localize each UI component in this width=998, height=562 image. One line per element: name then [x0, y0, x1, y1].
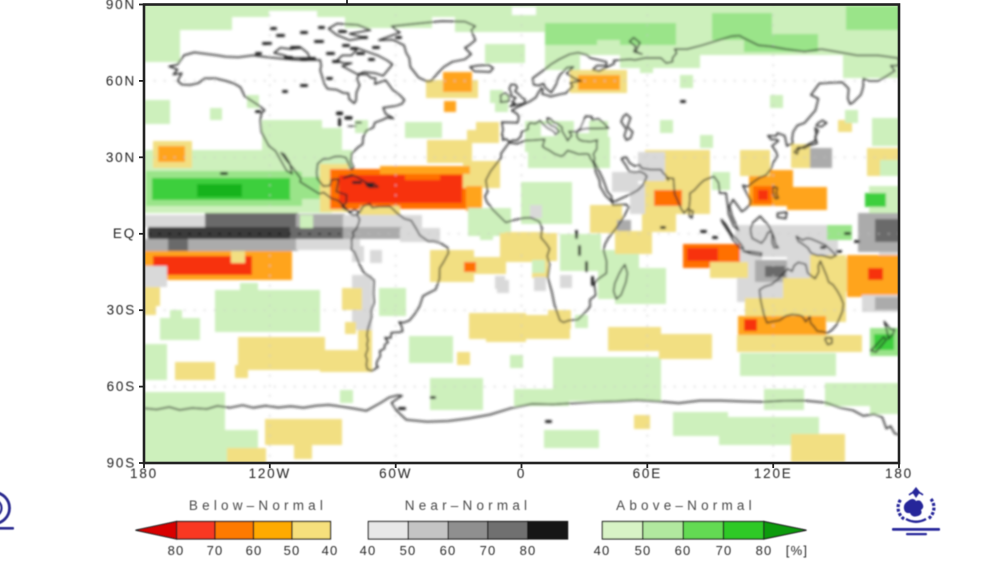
- svg-text:50: 50: [284, 543, 301, 558]
- svg-text:180: 180: [130, 466, 158, 481]
- svg-text:90S: 90S: [107, 456, 136, 471]
- svg-text:80: 80: [756, 543, 773, 558]
- svg-text:50: 50: [400, 543, 417, 558]
- svg-text:90N: 90N: [106, 0, 136, 12]
- svg-text:60E: 60E: [633, 466, 662, 481]
- svg-text:Near–Normal: Near–Normal: [405, 498, 531, 513]
- svg-text:40: 40: [322, 543, 339, 558]
- svg-text:40: 40: [360, 543, 377, 558]
- svg-text:30S: 30S: [107, 303, 136, 318]
- svg-text:30N: 30N: [106, 150, 136, 165]
- svg-text:120W: 120W: [249, 466, 291, 481]
- svg-text:60W: 60W: [379, 466, 412, 481]
- svg-text:80: 80: [168, 543, 185, 558]
- svg-text:0: 0: [517, 466, 526, 481]
- svg-text:60: 60: [246, 543, 263, 558]
- svg-text:[%]: [%]: [786, 543, 808, 558]
- svg-text:120E: 120E: [754, 466, 793, 481]
- svg-text:40: 40: [594, 543, 611, 558]
- svg-text:70: 70: [480, 543, 497, 558]
- svg-text:60S: 60S: [107, 379, 136, 394]
- svg-text:Below–Normal: Below–Normal: [189, 498, 327, 513]
- svg-text:EQ: EQ: [113, 226, 136, 241]
- svg-text:70: 70: [716, 543, 733, 558]
- svg-text:50: 50: [635, 543, 652, 558]
- svg-text:60: 60: [440, 543, 457, 558]
- svg-text:60: 60: [675, 543, 692, 558]
- svg-text:70: 70: [207, 543, 224, 558]
- svg-text:60N: 60N: [106, 73, 136, 88]
- svg-text:Above–Normal: Above–Normal: [616, 498, 756, 513]
- svg-text:80: 80: [520, 543, 537, 558]
- svg-text:180: 180: [885, 466, 913, 481]
